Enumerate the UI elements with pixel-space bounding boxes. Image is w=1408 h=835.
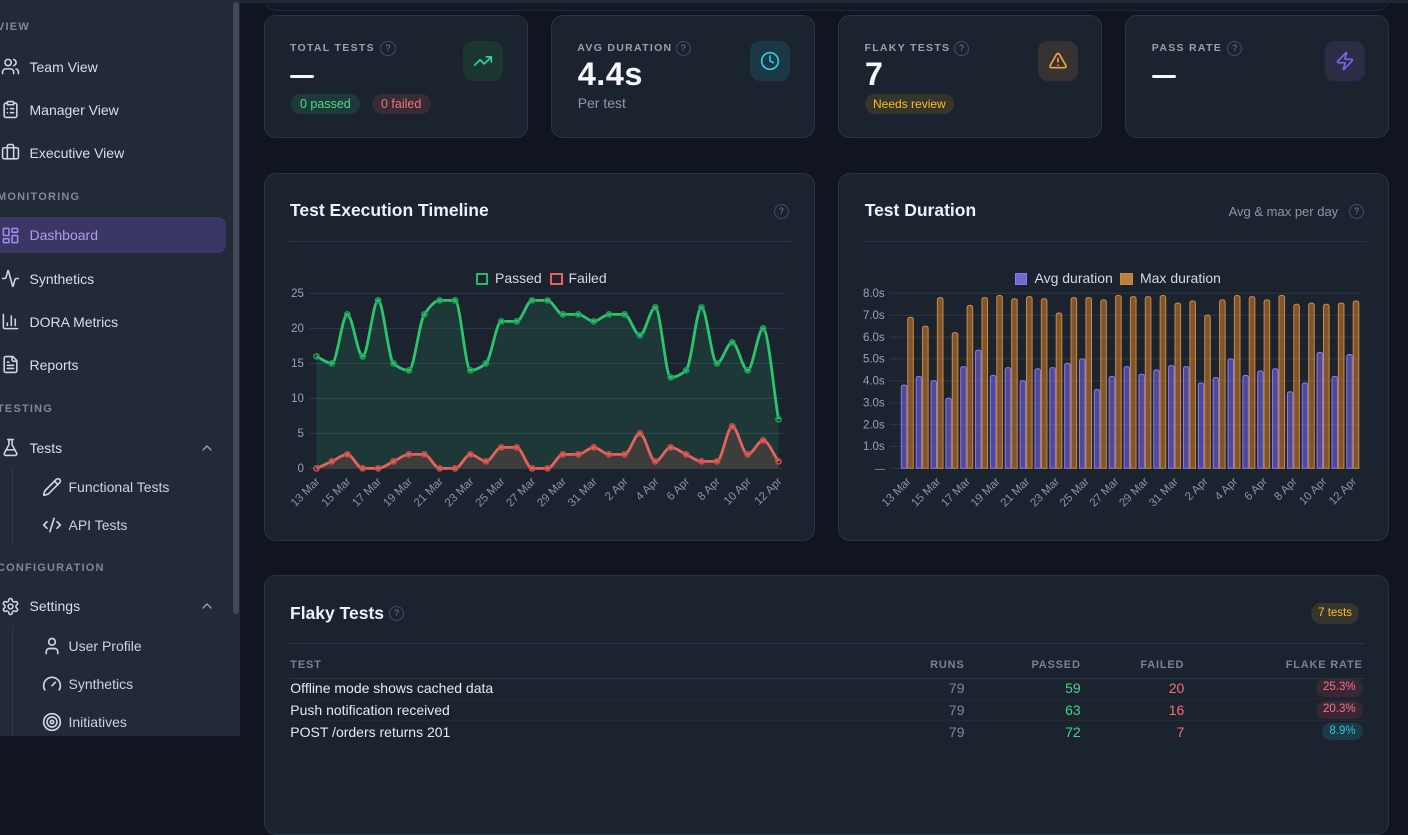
svg-text:23 Mar: 23 Mar [1029,476,1063,510]
svg-text:31 Mar: 31 Mar [566,476,600,510]
svg-text:12 Apr: 12 Apr [752,476,784,508]
svg-text:13 Mar: 13 Mar [288,476,322,510]
svg-text:10 Apr: 10 Apr [1298,476,1330,508]
svg-text:15: 15 [291,358,304,370]
svg-text:10 Apr: 10 Apr [721,476,753,508]
svg-text:27 Mar: 27 Mar [1088,476,1122,510]
svg-text:6 Apr: 6 Apr [1243,476,1271,504]
svg-text:1.0s: 1.0s [863,441,885,453]
svg-text:27 Mar: 27 Mar [504,476,538,510]
svg-text:12 Apr: 12 Apr [1327,476,1359,508]
svg-text:17 Mar: 17 Mar [939,476,973,510]
svg-text:5.0s: 5.0s [863,354,885,366]
svg-text:25 Mar: 25 Mar [473,476,507,510]
svg-text:15 Mar: 15 Mar [910,476,944,510]
svg-text:8.0s: 8.0s [863,288,885,300]
svg-text:25: 25 [291,288,304,300]
svg-text:—: — [875,464,885,475]
svg-text:23 Mar: 23 Mar [442,476,476,510]
svg-text:2 Apr: 2 Apr [603,476,631,504]
svg-text:0: 0 [297,463,303,475]
svg-text:20: 20 [291,323,304,335]
svg-text:21 Mar: 21 Mar [412,476,446,510]
svg-text:13 Mar: 13 Mar [880,476,914,510]
svg-text:4.0s: 4.0s [863,376,885,388]
svg-text:29 Mar: 29 Mar [1118,476,1152,510]
svg-text:21 Mar: 21 Mar [999,476,1033,510]
svg-text:4 Apr: 4 Apr [1213,476,1241,504]
svg-text:6.0s: 6.0s [863,332,885,344]
svg-text:6 Apr: 6 Apr [664,476,692,504]
svg-text:15 Mar: 15 Mar [319,476,353,510]
svg-text:7.0s: 7.0s [863,310,885,322]
svg-text:5: 5 [297,428,303,440]
svg-text:3.0s: 3.0s [863,398,885,410]
svg-text:8 Apr: 8 Apr [1272,476,1300,504]
svg-text:19 Mar: 19 Mar [969,476,1003,510]
svg-text:2.0s: 2.0s [863,419,885,431]
svg-text:31 Mar: 31 Mar [1147,476,1181,510]
svg-text:17 Mar: 17 Mar [350,476,384,510]
svg-text:19 Mar: 19 Mar [381,476,415,510]
svg-text:25 Mar: 25 Mar [1058,476,1092,510]
svg-text:29 Mar: 29 Mar [535,476,569,510]
svg-text:8 Apr: 8 Apr [695,476,723,504]
svg-text:10: 10 [291,393,304,405]
svg-text:2 Apr: 2 Apr [1183,476,1211,504]
svg-text:4 Apr: 4 Apr [633,476,661,504]
